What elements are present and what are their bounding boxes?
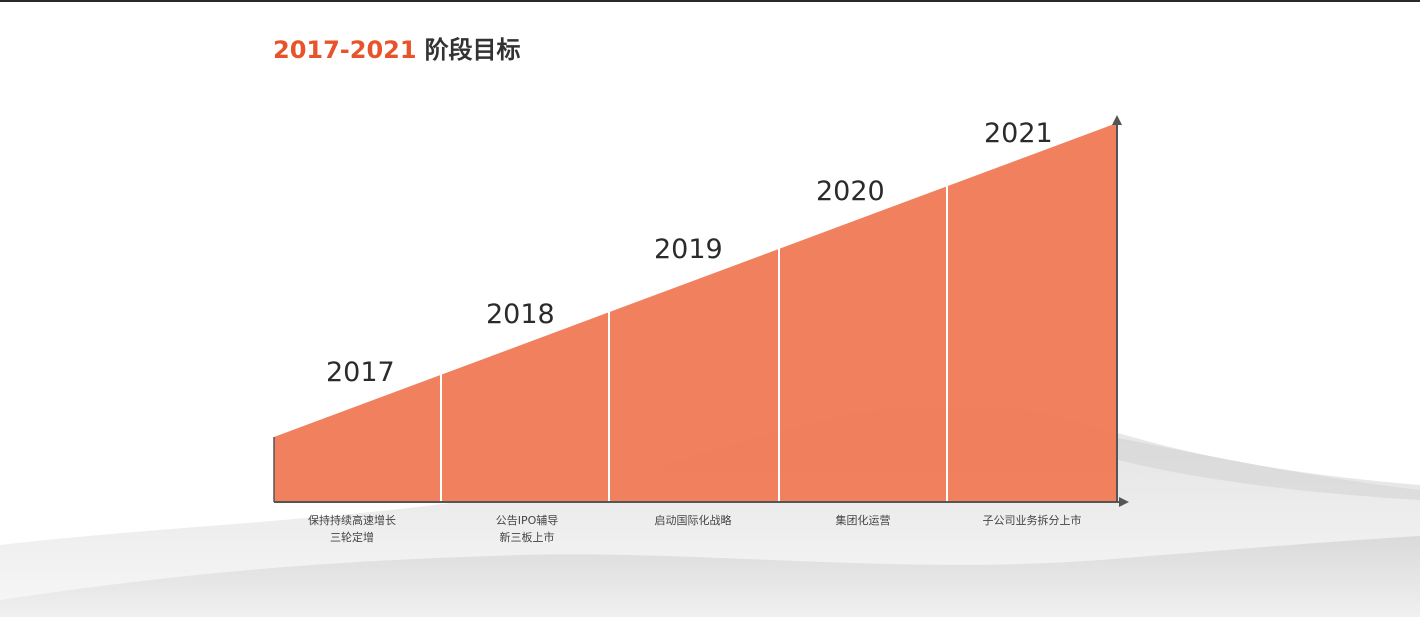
- year-label-2021: 2021: [984, 118, 1053, 149]
- title-text: 阶段目标: [424, 36, 521, 64]
- stage-label-2021: 子公司业务拆分上市: [966, 512, 1098, 529]
- y-axis-arrow: [1112, 115, 1122, 125]
- year-label-2017: 2017: [326, 357, 395, 388]
- stage-label-2018: 公告IPO辅导 新三板上市: [466, 512, 588, 546]
- year-label-2018: 2018: [486, 299, 555, 330]
- title-years: 2017-2021: [273, 36, 417, 64]
- stage-text-line: 保持持续高速增长: [308, 514, 396, 527]
- top-border: [0, 0, 1420, 2]
- stage-label-2020: 集团化运营: [802, 512, 924, 529]
- stage-text-line: 启动国际化战略: [654, 514, 732, 527]
- page-title: 2017-2021 阶段目标: [273, 30, 521, 65]
- stage-text-line: 集团化运营: [835, 514, 891, 527]
- x-axis-arrow: [1119, 497, 1129, 507]
- growth-wedge: [274, 123, 1117, 502]
- stage-text-line: 公告IPO辅导: [495, 514, 559, 527]
- year-label-2019: 2019: [654, 234, 723, 265]
- year-label-2020: 2020: [816, 176, 885, 207]
- stage-text-line: 新三板上市: [499, 531, 555, 544]
- stage-label-2019: 启动国际化战略: [632, 512, 754, 529]
- stage-text-line: 子公司业务拆分上市: [982, 514, 1082, 527]
- stage-text-line: 三轮定增: [330, 531, 374, 544]
- stage-label-2017: 保持持续高速增长 三轮定增: [290, 512, 414, 546]
